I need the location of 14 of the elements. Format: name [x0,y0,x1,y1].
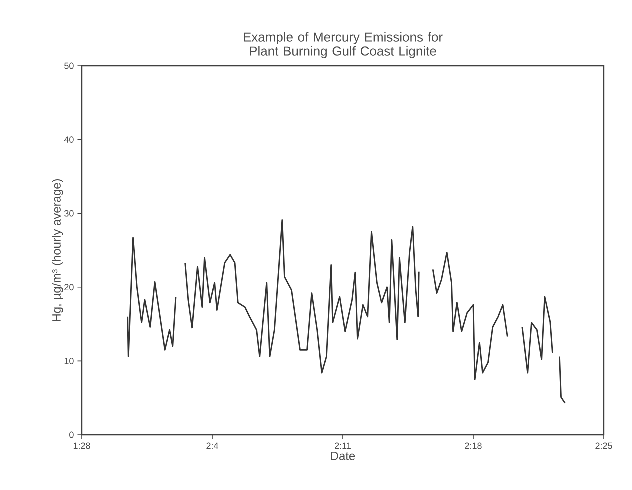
y-tick-label: 30 [64,210,74,217]
y-tick-label: 10 [64,358,74,364]
x-tick-label: 2:11 [335,442,351,450]
y-tick-label: 20 [64,284,74,291]
x-tick-label: 2:4 [206,442,218,450]
x-tick-label: 2:25 [596,442,612,450]
x-tick-label: 1:28 [74,442,90,450]
y-tick-label: 40 [64,136,74,143]
x-tick-label: 2:18 [465,442,482,450]
y-tick-label: 0 [70,432,74,438]
y-tick-label: 50 [64,62,74,70]
x-axis-title: Date [331,452,356,460]
chart-title: Example of Mercury Emissions for Plant Burning Gulf Coast Lignite [244,32,443,58]
y-axis-title: Hg, µg/m³ (hourly average) [52,179,64,322]
